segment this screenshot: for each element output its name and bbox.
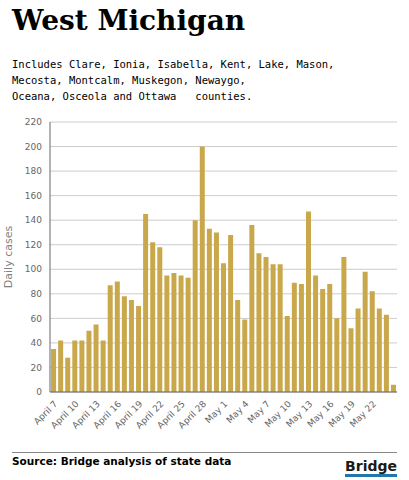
svg-text:May 10: May 10 [262,398,294,430]
svg-text:April 13: April 13 [70,398,102,431]
svg-text:April 25: April 25 [155,398,187,431]
svg-text:May 22: May 22 [348,399,378,429]
html-text:West Michigan: West Michigan [12,4,246,37]
svg-text:April 22: April 22 [134,398,166,431]
svg-text:April 28: April 28 [176,399,208,431]
svg-text:April 19: April 19 [112,398,145,431]
svg-text:May 4: May 4 [224,399,250,425]
svg-text:180: 180 [25,166,42,176]
svg-text:April 10: April 10 [49,398,81,431]
svg-text:May 1: May 1 [203,399,229,425]
svg-text:140: 140 [25,215,42,225]
svg-text:Daily cases: Daily cases [8,226,15,289]
html-text:Source: Bridge analysis of sta: Source: Bridge analysis of state data [12,455,232,467]
svg-text:May 16: May 16 [305,398,336,430]
svg-text:160: 160 [25,191,42,201]
svg-text:40: 40 [31,338,43,348]
svg-text:May 13: May 13 [284,398,315,430]
svg-text:60: 60 [31,314,43,324]
svg-text:100: 100 [25,264,42,274]
svg-text:0: 0 [36,387,42,397]
svg-text:80: 80 [31,289,43,299]
svg-text:220: 220 [25,117,42,127]
svg-text:200: 200 [25,142,42,152]
svg-text:120: 120 [25,240,42,250]
html-text:Includes Clare, Ionia, Isabell: Includes Clare, Ionia, Isabella, Kent, L… [12,58,335,102]
svg-text:May 19: May 19 [326,398,357,430]
svg-text:20: 20 [31,363,43,373]
svg-text:April 16: April 16 [91,398,124,431]
svg-text:April 7: April 7 [31,398,60,427]
svg-text:May 7: May 7 [245,398,272,426]
html-text:Bridge: Bridge [345,458,397,474]
